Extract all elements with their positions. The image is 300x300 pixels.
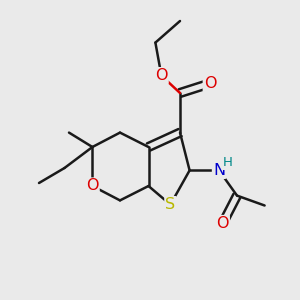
- Text: H: H: [223, 156, 232, 169]
- Text: S: S: [165, 197, 176, 212]
- Text: O: O: [216, 216, 229, 231]
- Text: O: O: [155, 68, 168, 83]
- Text: O: O: [86, 178, 99, 194]
- Text: O: O: [204, 76, 216, 91]
- Text: N: N: [213, 163, 225, 178]
